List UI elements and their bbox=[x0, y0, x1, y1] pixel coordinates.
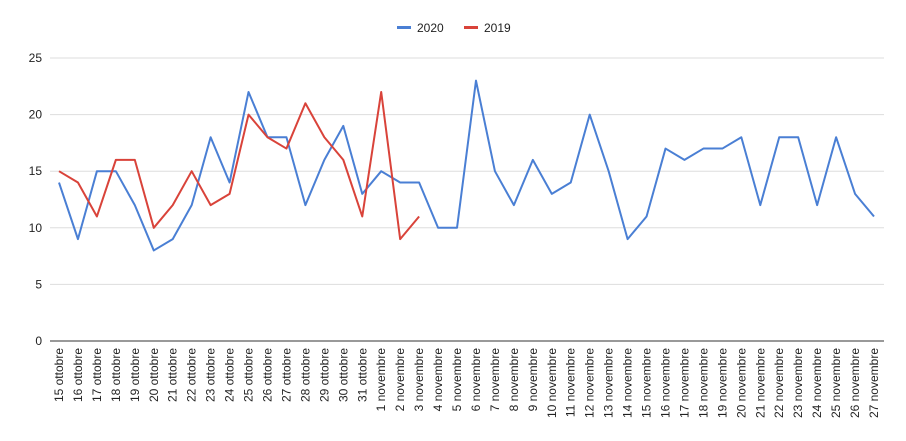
x-tick-label: 5 novembre bbox=[450, 348, 464, 412]
x-tick-label: 23 ottobre bbox=[204, 348, 218, 402]
x-tick-label: 24 ottobre bbox=[223, 348, 237, 402]
x-tick-label: 22 ottobre bbox=[185, 348, 199, 402]
x-tick-label: 25 novembre bbox=[829, 348, 843, 418]
y-tick-label: 0 bbox=[35, 334, 42, 348]
x-tick-label: 2 novembre bbox=[393, 348, 407, 412]
x-tick-label: 15 novembre bbox=[640, 348, 654, 418]
x-tick-label: 29 ottobre bbox=[317, 348, 331, 402]
y-tick-label: 20 bbox=[29, 108, 43, 122]
x-tick-label: 23 novembre bbox=[791, 348, 805, 418]
x-tick-label: 8 novembre bbox=[507, 348, 521, 412]
x-tick-label: 16 novembre bbox=[659, 348, 673, 418]
x-tick-label: 14 novembre bbox=[621, 348, 635, 418]
x-tick-label: 27 novembre bbox=[867, 348, 881, 418]
legend-label: 2019 bbox=[484, 21, 511, 35]
y-tick-label: 15 bbox=[29, 164, 43, 178]
x-tick-label: 15 ottobre bbox=[52, 348, 66, 402]
x-tick-label: 30 ottobre bbox=[336, 348, 350, 402]
y-tick-label: 25 bbox=[29, 51, 43, 65]
y-tick-label: 10 bbox=[29, 221, 43, 235]
x-tick-label: 6 novembre bbox=[469, 348, 483, 412]
x-tick-label: 24 novembre bbox=[810, 348, 824, 418]
line-series bbox=[58, 90, 420, 241]
x-tick-label: 26 ottobre bbox=[260, 348, 274, 402]
x-tick-label: 28 ottobre bbox=[298, 348, 312, 402]
x-tick-label: 3 novembre bbox=[412, 348, 426, 412]
x-tick-label: 9 novembre bbox=[526, 348, 540, 412]
x-tick-label: 20 novembre bbox=[734, 348, 748, 418]
legend-label: 2020 bbox=[417, 21, 444, 35]
x-tick-label: 13 novembre bbox=[602, 348, 616, 418]
x-tick-label: 11 novembre bbox=[564, 348, 578, 417]
x-tick-label: 12 novembre bbox=[583, 348, 597, 418]
x-tick-label: 19 ottobre bbox=[128, 348, 142, 402]
x-tick-label: 31 ottobre bbox=[355, 348, 369, 402]
x-tick-label: 21 novembre bbox=[753, 348, 767, 418]
x-tick-label: 7 novembre bbox=[488, 348, 502, 412]
x-tick-label: 1 novembre bbox=[374, 348, 388, 412]
x-tick-label: 19 novembre bbox=[715, 348, 729, 418]
line-series bbox=[58, 79, 875, 252]
legend-swatch bbox=[397, 26, 411, 29]
x-tick-label: 17 novembre bbox=[677, 348, 691, 418]
x-tick-label: 22 novembre bbox=[772, 348, 786, 418]
x-tick-label: 26 novembre bbox=[848, 348, 862, 418]
x-tick-label: 27 ottobre bbox=[279, 348, 293, 402]
x-tick-label: 18 novembre bbox=[696, 348, 710, 418]
x-tick-label: 20 ottobre bbox=[147, 348, 161, 402]
x-tick-label: 4 novembre bbox=[431, 348, 445, 412]
x-tick-label: 21 ottobre bbox=[166, 348, 180, 402]
legend-swatch bbox=[464, 26, 478, 29]
y-tick-label: 5 bbox=[35, 277, 42, 291]
x-tick-label: 25 ottobre bbox=[242, 348, 256, 402]
x-tick-label: 10 novembre bbox=[545, 348, 559, 418]
x-tick-label: 18 ottobre bbox=[109, 348, 123, 402]
x-tick-label: 16 ottobre bbox=[71, 348, 85, 402]
x-tick-label: 17 ottobre bbox=[90, 348, 104, 402]
